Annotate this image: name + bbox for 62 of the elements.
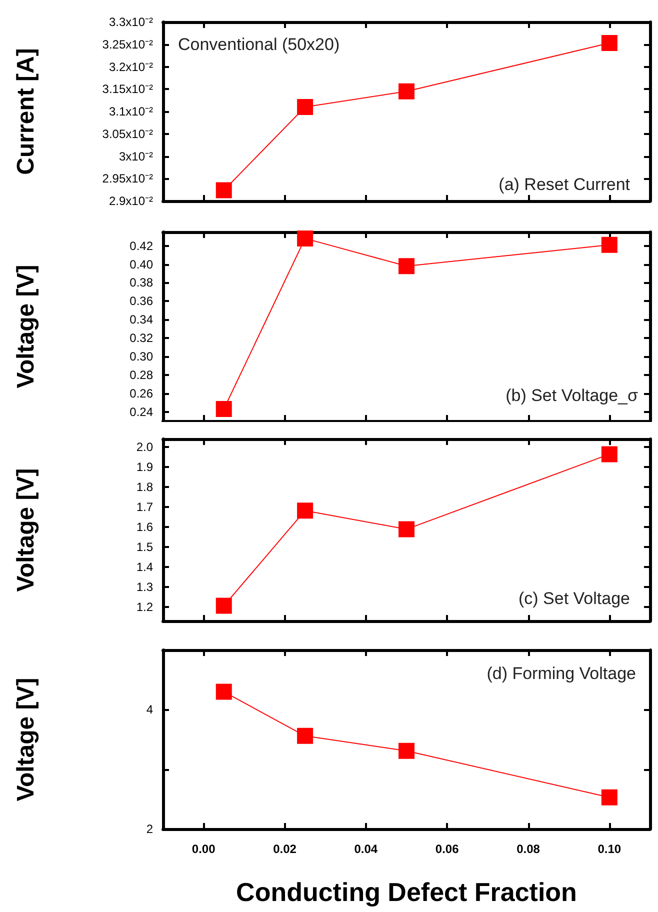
point — [398, 258, 414, 274]
y-tick-label: 2 — [146, 822, 154, 836]
point — [216, 401, 232, 418]
y-tick-label: 1.2 — [136, 600, 154, 614]
y-tick-label: 0.42 — [130, 238, 154, 253]
y-axis-title: Voltage [V] — [12, 468, 40, 592]
annotation: (c) Set Voltage — [518, 589, 630, 608]
x-tick-label: 0.02 — [273, 842, 297, 856]
x-tick-label: 0.10 — [598, 842, 622, 856]
y-tick-label: 0.28 — [130, 368, 154, 382]
y-tick-label: 2.95x10⁻² — [102, 172, 153, 186]
y-tick-label: 4 — [146, 702, 154, 717]
point — [601, 236, 618, 253]
y-tick-label: 3.05x10⁻² — [102, 126, 153, 141]
y-tick-label: 0.40 — [130, 257, 154, 272]
y-tick-label: 0.32 — [130, 331, 154, 346]
point — [398, 521, 414, 538]
y-tick-label: 1.7 — [136, 500, 154, 514]
y-tick-label: 1.3 — [136, 580, 154, 594]
y-tick-label: 3.15x10⁻² — [102, 82, 153, 96]
x-tick-label: 0.08 — [516, 842, 540, 856]
y-tick-label: 1.4 — [136, 560, 154, 574]
y-tick-label: 3.3x10⁻² — [108, 15, 153, 29]
y-axis-title: Voltage [V] — [12, 678, 40, 802]
y-tick-label: 1.8 — [136, 480, 154, 494]
point — [601, 789, 618, 806]
x-tick-label: 0.00 — [192, 842, 216, 856]
point — [216, 598, 232, 614]
y-tick-label: 3x10⁻² — [118, 149, 153, 164]
point — [398, 83, 414, 100]
annotation: (a) Reset Current — [498, 175, 630, 194]
y-tick-label: 1.6 — [136, 520, 154, 534]
y-axis-title: Current [A] — [12, 48, 40, 175]
y-tick-label: 3.1x10⁻² — [108, 104, 153, 118]
point — [601, 35, 618, 52]
y-tick-label: 0.26 — [130, 386, 154, 400]
y-tick-label: 0.36 — [130, 294, 154, 308]
y-tick-label: 2.9x10⁻² — [108, 194, 153, 208]
point — [297, 99, 314, 116]
y-tick-label: 1.9 — [136, 460, 154, 474]
y-tick-label: 0.24 — [130, 404, 154, 419]
point — [216, 684, 232, 700]
point — [216, 182, 232, 198]
y-tick-label: 0.30 — [130, 349, 154, 364]
point — [297, 502, 314, 519]
y-tick-label: 2.0 — [136, 440, 154, 454]
point — [601, 446, 618, 462]
y-axis-title: Voltage [V] — [12, 264, 40, 388]
annotation: (d) Forming Voltage — [486, 664, 636, 683]
point — [398, 742, 414, 759]
y-tick-label: 1.5 — [136, 540, 154, 554]
point — [297, 728, 314, 744]
y-tick-label: 3.2x10⁻² — [108, 60, 153, 74]
y-tick-label: 0.38 — [130, 276, 154, 290]
x-axis-title: Conducting Defect Fraction — [236, 877, 577, 907]
y-tick-label: 3.25x10⁻² — [102, 37, 153, 52]
x-tick-label: 0.04 — [354, 842, 378, 856]
point — [297, 230, 314, 246]
annotation: Conventional (50x20) — [178, 35, 340, 54]
annotation: (b) Set Voltage_σ — [506, 386, 639, 405]
x-tick-label: 0.06 — [435, 842, 460, 856]
y-tick-label: 0.34 — [130, 312, 154, 327]
